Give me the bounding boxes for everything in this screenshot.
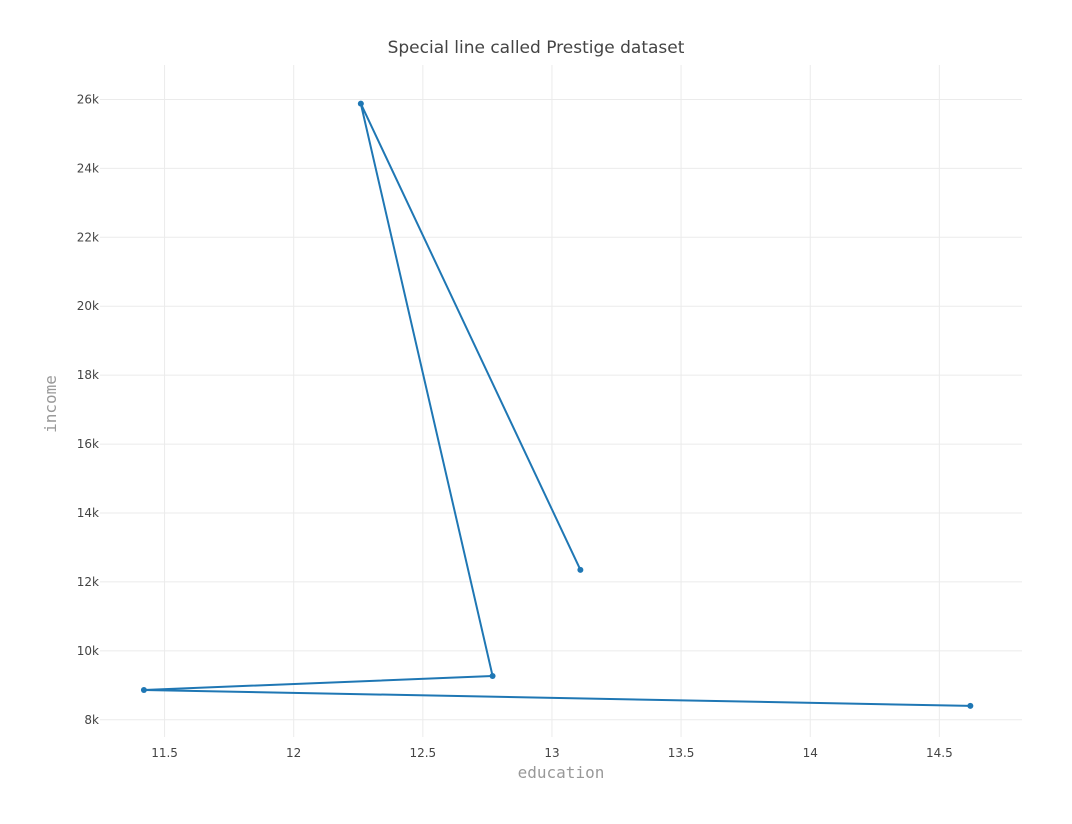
series-layer <box>140 100 974 709</box>
x-tick-label: 14.5 <box>926 746 953 760</box>
data-point[interactable] <box>577 566 584 573</box>
y-axis-title: income <box>41 375 60 433</box>
y-tick-label: 16k <box>77 437 99 451</box>
x-tick-label: 11.5 <box>151 746 178 760</box>
x-tick-label: 13.5 <box>668 746 695 760</box>
y-tick-label: 18k <box>77 368 99 382</box>
y-tick-label: 10k <box>77 644 99 658</box>
y-tick-label: 12k <box>77 575 99 589</box>
x-tick-labels: 11.5 12 12.5 13 13.5 14 14.5 <box>151 746 953 760</box>
y-tick-labels: 8k 10k 12k 14k 16k 18k 20k 22k 24k 26k <box>77 92 99 726</box>
x-tick-label: 12.5 <box>409 746 436 760</box>
series-line <box>142 102 971 707</box>
y-gridlines <box>100 98 1022 721</box>
y-tick-label: 26k <box>77 92 99 106</box>
y-tick-label: 24k <box>77 161 99 175</box>
chart-title: Special line called Prestige dataset <box>388 38 685 58</box>
data-point[interactable] <box>489 672 496 679</box>
y-tick-label: 22k <box>77 230 99 244</box>
x-axis-title: education <box>518 763 605 782</box>
data-point[interactable] <box>967 702 974 709</box>
x-tick-label: 12 <box>286 746 301 760</box>
data-point[interactable] <box>357 100 364 107</box>
x-tick-label: 14 <box>803 746 818 760</box>
x-tick-label: 13 <box>544 746 559 760</box>
y-tick-label: 20k <box>77 299 99 313</box>
data-point[interactable] <box>140 686 147 693</box>
y-tick-label: 14k <box>77 506 99 520</box>
x-gridlines <box>164 65 940 737</box>
y-tick-label: 8k <box>84 713 99 727</box>
